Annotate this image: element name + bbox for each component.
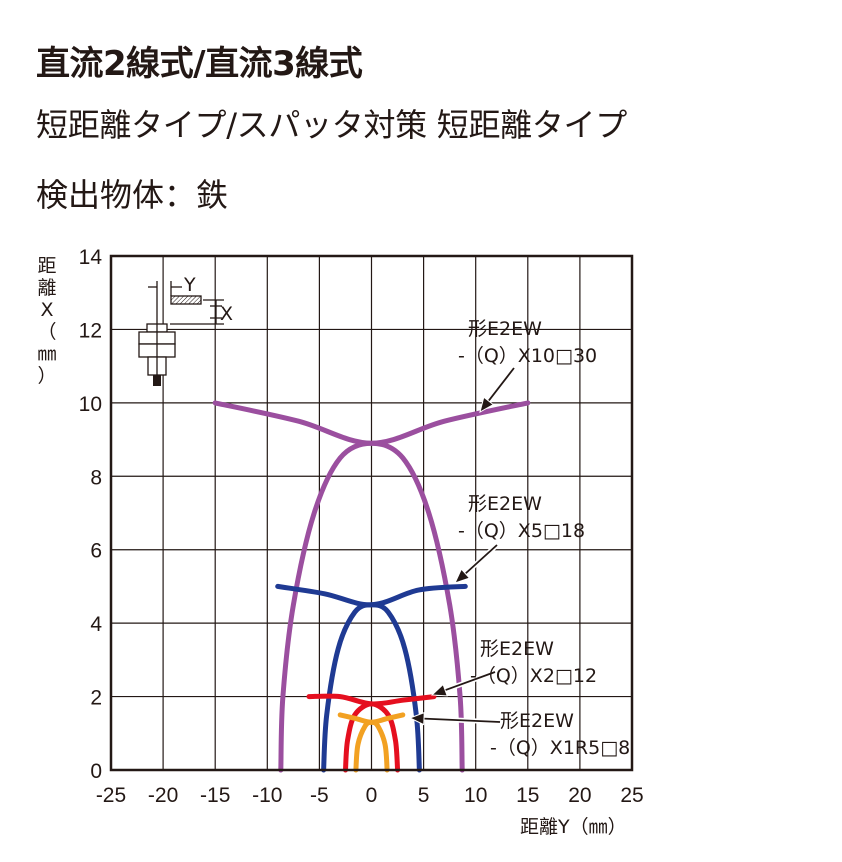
series-annotation: 形E2EW -（Q）X2□12 (470, 638, 597, 687)
x-tick-label: 0 (366, 784, 378, 807)
annotation-arrowhead (454, 568, 471, 584)
series-annotations: 形E2EW -（Q）X10□30 形E2EW -（Q）X5□18 形E2EW -（Q）X2… (408, 318, 630, 759)
series-annotation: 形E2EW -（Q）X5□18 (458, 493, 585, 542)
x-tick-label: 25 (620, 784, 643, 807)
tick-labels: -25 -20 -15 -10 -5 0 5 10 15 20 25 0 2 4 6 8 10 12 14 (79, 246, 644, 807)
y-tick-label: 14 (79, 246, 103, 269)
annotation-leader (444, 671, 496, 692)
y-tick-label: 2 (90, 687, 102, 710)
y-tick-label: 6 (90, 540, 102, 563)
x-tick-label: 20 (568, 784, 591, 807)
page-subtitle: 短距離タイプ/スパッタ対策 短距離タイプ (36, 106, 627, 144)
page-title: 直流2線式/直流3線式 (36, 44, 363, 84)
series-0-wings (212, 400, 531, 446)
y-tick-label: 4 (90, 613, 102, 636)
diagram-label-y: Y (183, 274, 196, 296)
chart-curves (212, 400, 531, 773)
series-1-wings (275, 583, 468, 608)
x-tick-label: -5 (310, 784, 329, 807)
annotation-arrowhead (479, 396, 495, 414)
y-tick-label: 0 (90, 760, 102, 783)
series-3-wings (337, 712, 406, 725)
y-axis-label: 距離 X （㎜） (37, 255, 56, 387)
series-annotation: 形E2EW -（Q）X10□30 (458, 318, 597, 367)
x-tick-label: -20 (148, 784, 178, 807)
x-tick-label: -10 (252, 784, 282, 807)
y-tick-label: 12 (79, 319, 102, 342)
diagram-label-x: X (220, 303, 233, 325)
x-tick-label: -15 (200, 784, 230, 807)
y-tick-label: 8 (90, 466, 102, 489)
x-tick-label: -25 (96, 784, 126, 807)
series-annotation: 形E2EW -（Q）X1R5□8 (490, 710, 630, 759)
annotation-leader (487, 367, 515, 402)
x-tick-label: 5 (418, 784, 430, 807)
annotation-arrowhead (408, 711, 425, 726)
sensor-diagram (138, 281, 224, 386)
annotation-leader (464, 544, 498, 575)
annotation-leader (423, 717, 501, 723)
plot-frame (109, 254, 634, 772)
x-tick-label: 15 (516, 784, 539, 807)
x-tick-label: 10 (464, 784, 487, 807)
chart-grid (110, 255, 633, 771)
detection-object: 検出物体：鉄 (36, 176, 229, 214)
y-tick-label: 10 (79, 393, 102, 416)
x-axis-label: 距離Y（㎜） (520, 816, 627, 838)
series-2-wings (306, 693, 437, 707)
annotation-arrowhead (430, 683, 448, 697)
